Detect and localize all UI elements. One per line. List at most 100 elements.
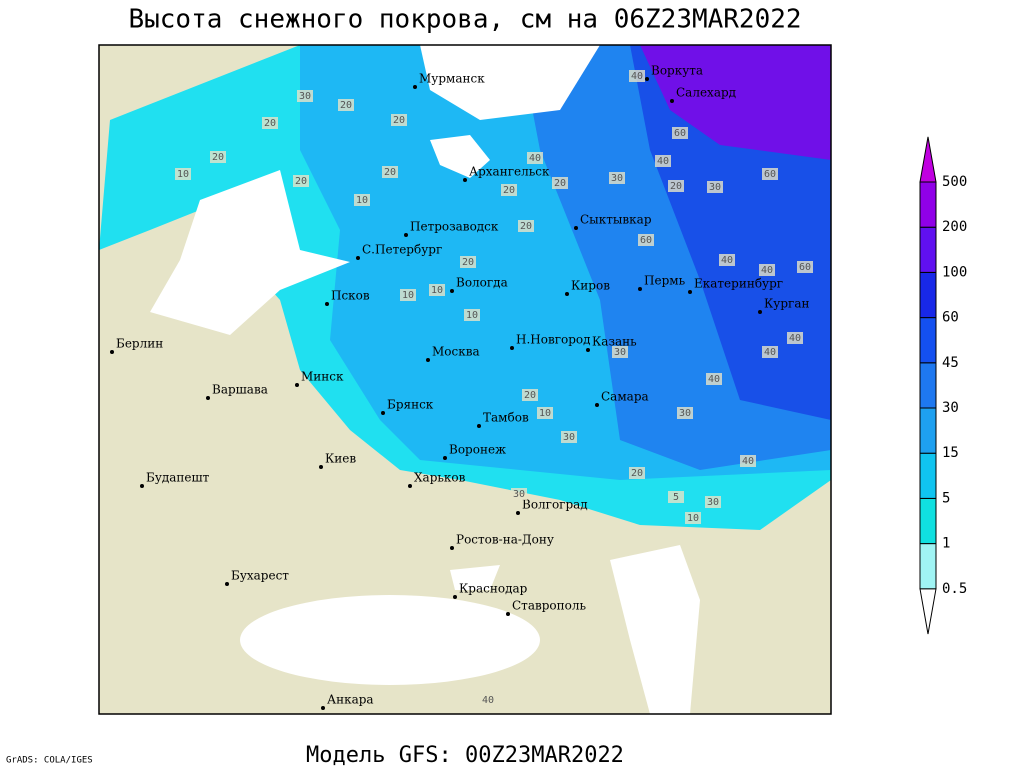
contour-label-bg xyxy=(677,407,693,419)
city-dot xyxy=(477,424,481,428)
city-dot xyxy=(225,582,229,586)
city-label: Волгоград xyxy=(522,498,588,512)
city-dot xyxy=(688,290,692,294)
barents-sea xyxy=(420,45,600,120)
legend-band xyxy=(919,497,937,545)
legend-band xyxy=(919,226,937,273)
city-label: Ставрополь xyxy=(512,599,586,613)
city-label: Брянск xyxy=(387,398,434,412)
contour-label: 10 xyxy=(177,169,189,180)
map xyxy=(98,44,832,715)
contour-label-bg xyxy=(480,694,496,706)
contour-label: 20 xyxy=(462,257,474,268)
contour-label: 10 xyxy=(466,310,478,321)
city-label: Минск xyxy=(301,370,344,384)
contour-label: 40 xyxy=(657,156,669,167)
legend-band xyxy=(919,407,937,454)
contour-label-bg xyxy=(522,389,538,401)
legend-label: 100 xyxy=(942,264,967,280)
city-dot xyxy=(565,292,569,296)
contour-label-bg xyxy=(293,175,309,187)
contour-label-bg xyxy=(175,168,191,180)
city-label: Пермь xyxy=(644,274,686,288)
city-label: Москва xyxy=(432,345,480,359)
legend-label: 200 xyxy=(942,219,967,235)
contour-label: 20 xyxy=(503,185,515,196)
contour-label-bg xyxy=(460,256,476,268)
city-dot xyxy=(413,85,417,89)
city-dot xyxy=(356,256,360,260)
contour-label: 20 xyxy=(295,176,307,187)
contour-label-bg xyxy=(511,488,527,500)
contour-label-bg xyxy=(552,177,568,189)
city-dot xyxy=(325,302,329,306)
contour-label: 40 xyxy=(721,255,733,266)
contour-label-bg xyxy=(668,180,684,192)
city-dot xyxy=(381,411,385,415)
city-dot xyxy=(295,383,299,387)
contour-label-bg xyxy=(210,151,226,163)
city-dot xyxy=(453,595,457,599)
contour-label: 20 xyxy=(212,152,224,163)
city-dot xyxy=(506,612,510,616)
city-label: Краснодар xyxy=(459,582,528,596)
contour-label: 20 xyxy=(340,100,352,111)
contour-label: 40 xyxy=(529,153,541,164)
contour-label: 30 xyxy=(611,173,623,184)
legend-label: 1 xyxy=(942,536,950,552)
contour-label: 20 xyxy=(631,468,643,479)
city-label: Петрозаводск xyxy=(410,220,499,234)
legend-triangle-high xyxy=(919,136,937,183)
contour-label: 10 xyxy=(402,290,414,301)
contour-label-bg xyxy=(527,152,543,164)
city-label: Харьков xyxy=(414,471,466,485)
legend-label: 30 xyxy=(942,400,959,416)
city-label: С.Петербург xyxy=(362,243,442,257)
contour-label-bg xyxy=(338,99,354,111)
contour-label: 60 xyxy=(674,128,686,139)
city-label: Воркута xyxy=(651,64,703,78)
city-dot xyxy=(110,350,114,354)
city-label: Сыктывкар xyxy=(580,213,652,227)
city-dot xyxy=(586,348,590,352)
contour-label: 40 xyxy=(789,333,801,344)
white-sea xyxy=(430,135,490,178)
contour-label-bg xyxy=(719,254,735,266)
city-label: Самара xyxy=(601,390,649,404)
legend-label: 45 xyxy=(942,355,959,371)
city-dot xyxy=(408,484,412,488)
city-dot xyxy=(140,484,144,488)
contour-label-bg xyxy=(429,284,445,296)
contour-label: 40 xyxy=(482,695,494,706)
city-label: Курган xyxy=(764,297,809,311)
city-label: Салехард xyxy=(676,86,736,100)
legend-triangle-low xyxy=(919,588,937,635)
contour-label: 20 xyxy=(264,118,276,129)
city-dot xyxy=(463,178,467,182)
contour-label-bg xyxy=(685,512,701,524)
legend-band xyxy=(919,452,937,499)
city-dot xyxy=(426,358,430,362)
contour-label-bg xyxy=(391,114,407,126)
city-label: Тамбов xyxy=(483,411,529,425)
contour-label-bg xyxy=(762,168,778,180)
city-dot xyxy=(450,289,454,293)
contour-label-bg xyxy=(762,346,778,358)
contour-label: 30 xyxy=(707,497,719,508)
city-dot xyxy=(574,226,578,230)
snow-100 xyxy=(640,45,831,160)
city-label: Н.Новгород xyxy=(516,333,591,347)
baltic-sea xyxy=(150,170,350,335)
contour-label: 40 xyxy=(742,456,754,467)
contour-label: 40 xyxy=(764,347,776,358)
contour-label-bg xyxy=(518,220,534,232)
contour-label-bg xyxy=(740,455,756,467)
contour-label-bg xyxy=(655,155,671,167)
contour-label: 30 xyxy=(679,408,691,419)
city-dot xyxy=(758,310,762,314)
azov-sea xyxy=(450,565,500,590)
contour-label: 60 xyxy=(764,169,776,180)
city-label: Киев xyxy=(325,452,356,466)
